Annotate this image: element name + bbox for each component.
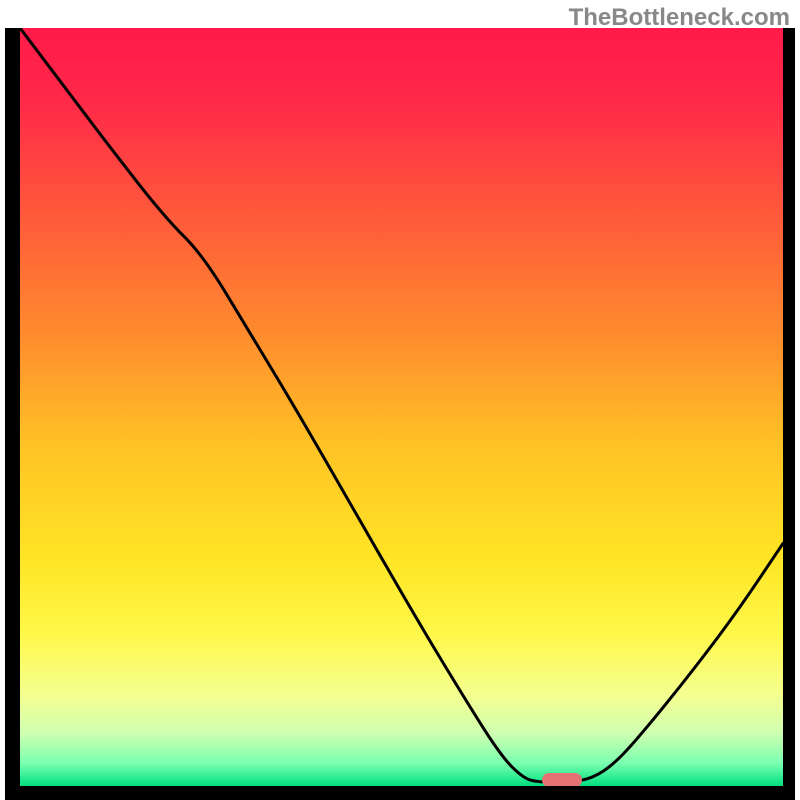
chart-inner-area [20, 28, 783, 786]
watermark-text: TheBottleneck.com [569, 4, 790, 32]
chart-marker [542, 773, 582, 786]
chart-curve [20, 28, 783, 786]
chart-outer-frame [5, 28, 795, 800]
